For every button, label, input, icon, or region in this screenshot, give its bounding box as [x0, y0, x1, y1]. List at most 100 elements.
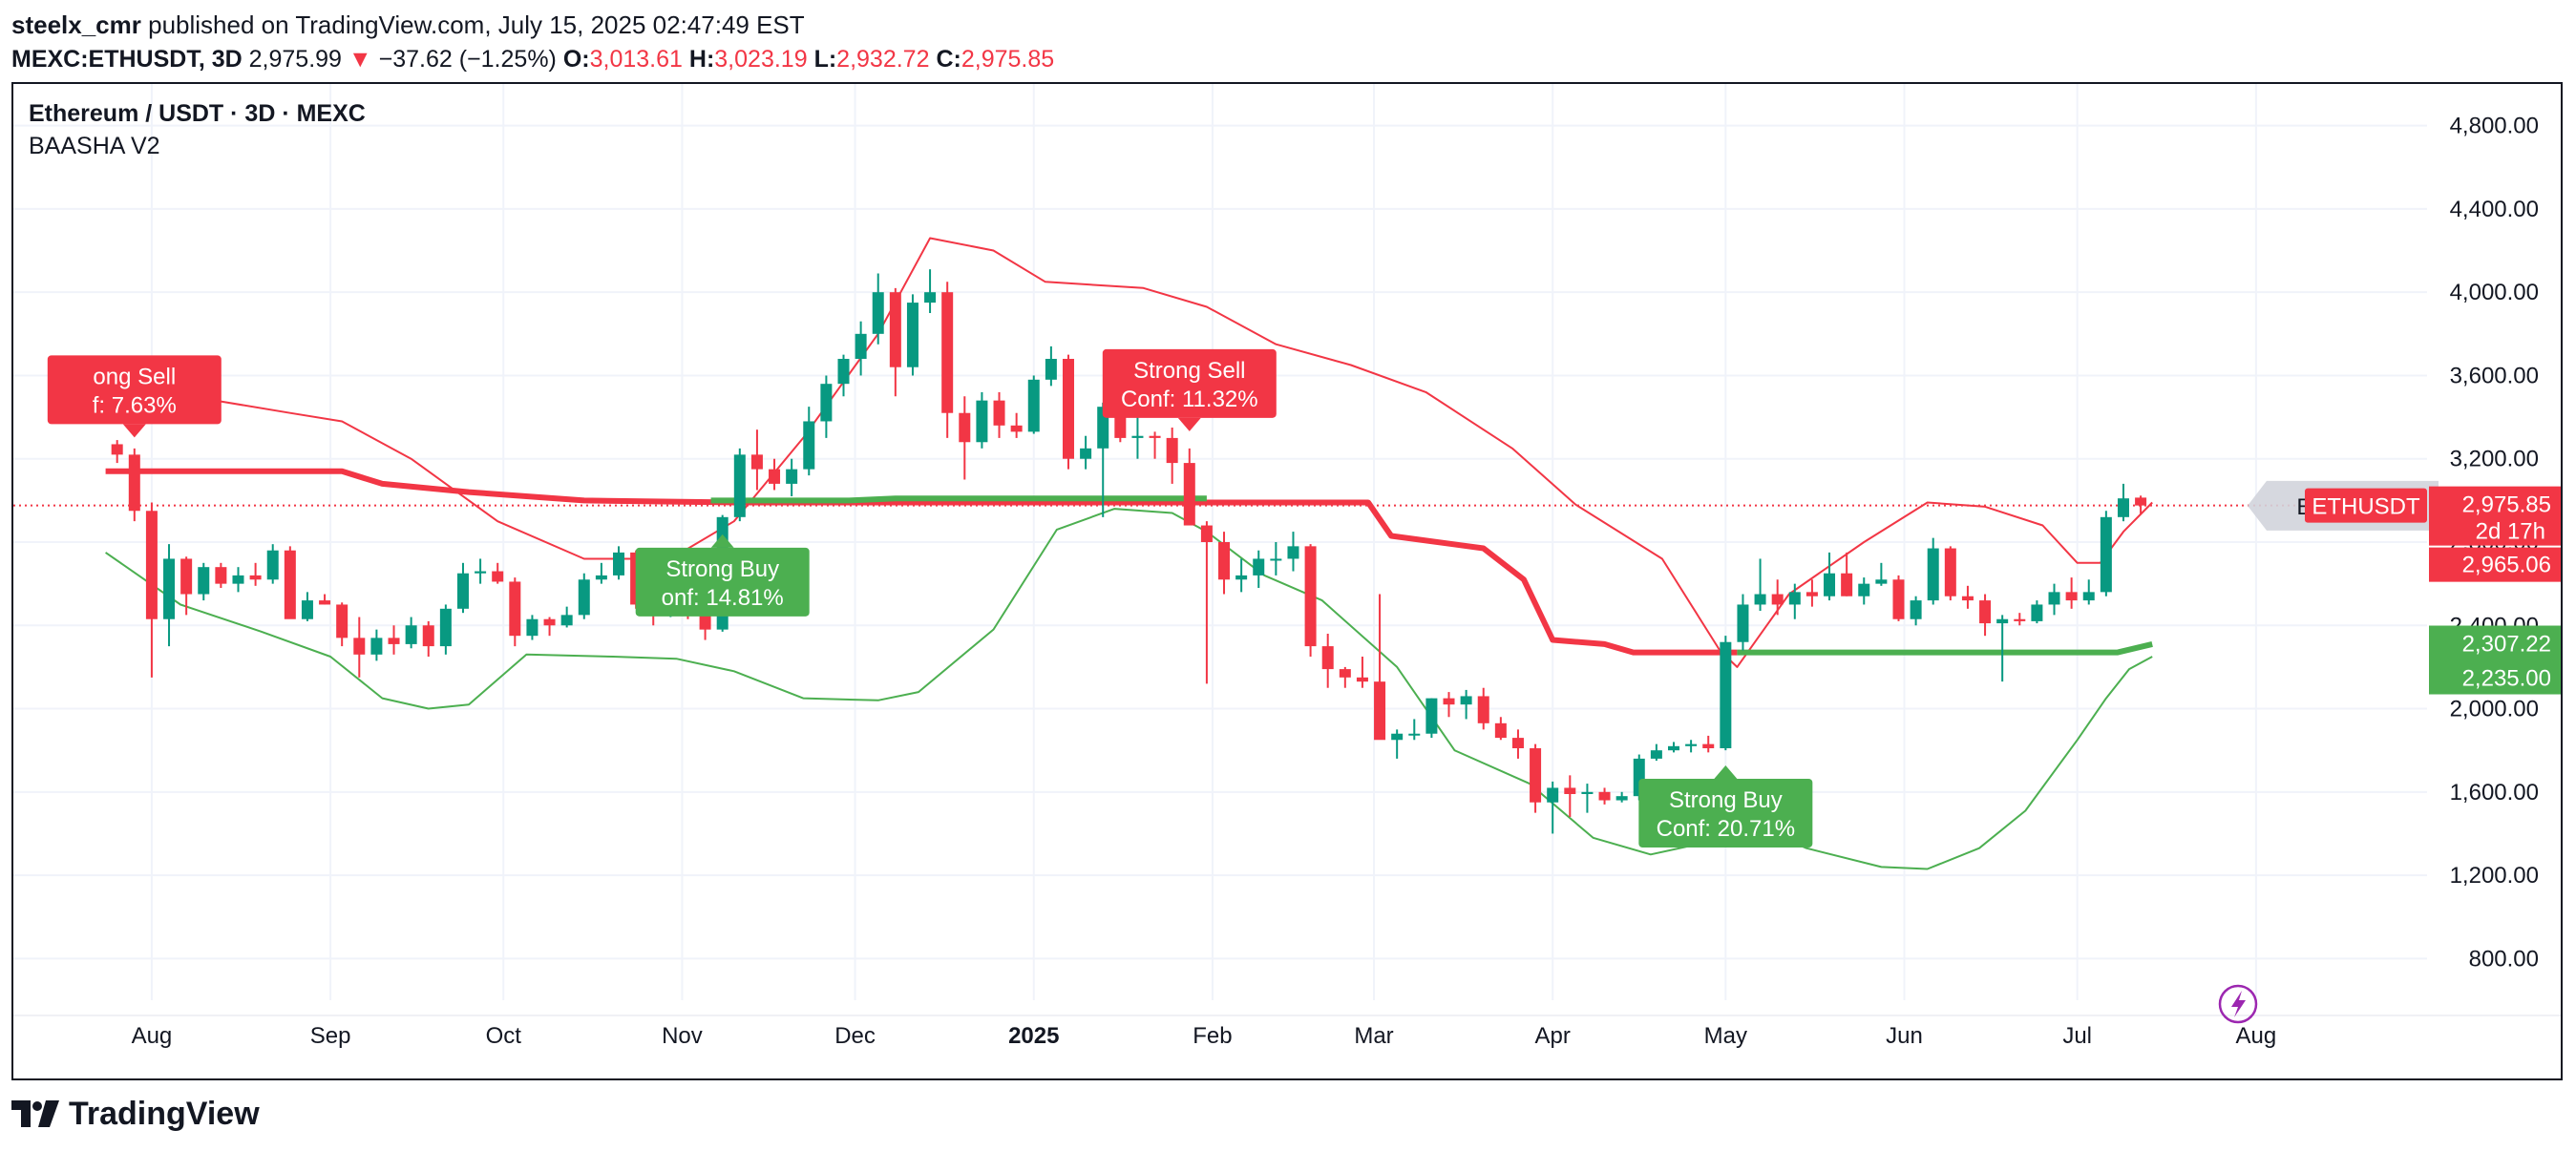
- price-chart[interactable]: 4,800.00 4,400.00 4,000.00 3,600.00 3,200.00…: [13, 84, 2561, 1078]
- trailing-stop-red: [105, 468, 1738, 656]
- symbol-label: MEXC:ETHUSDT, 3D: [11, 46, 243, 73]
- candle-body: [180, 558, 193, 595]
- signal-title: Strong Sell: [1133, 358, 1245, 384]
- x-tick-label: Apr: [1535, 1023, 1571, 1049]
- x-tick-label: Aug: [2236, 1023, 2277, 1049]
- symbol-tag-bg: [2305, 488, 2427, 523]
- candle-body: [1944, 548, 1956, 596]
- tradingview-logo[interactable]: TradingView: [11, 1096, 260, 1133]
- candle-body: [1720, 641, 1732, 748]
- candle-body: [1443, 698, 1455, 705]
- last-price: 2,975.99: [248, 46, 342, 73]
- trailing-stop-green: [710, 495, 1207, 504]
- trailing-stop-green: [1737, 640, 2153, 656]
- candle-body: [475, 571, 487, 574]
- candle-body: [2100, 516, 2112, 593]
- brand-name: TradingView: [69, 1096, 260, 1132]
- candle-body: [1149, 435, 1161, 438]
- y-tick-label: 1,200.00: [2450, 863, 2539, 889]
- candle-body: [2082, 592, 2095, 601]
- candle-body: [1892, 579, 1905, 619]
- candle-body: [284, 550, 296, 619]
- candle-body: [1062, 359, 1074, 459]
- lightning-icon-ring: [2218, 984, 2258, 1024]
- x-tick-label: Jun: [1886, 1023, 1923, 1049]
- symbol-tag-text: ETHUSDT: [2312, 494, 2420, 520]
- candle-body: [1667, 745, 1679, 751]
- candle-body: [1027, 379, 1040, 432]
- candle-body: [1235, 575, 1248, 580]
- x-tick-label: Mar: [1354, 1023, 1393, 1049]
- candle-body: [2065, 592, 2078, 601]
- candle-body: [1304, 546, 1317, 647]
- lightning-bolt: [2231, 991, 2246, 1017]
- signal-pointer: [1177, 417, 1201, 431]
- candle-body: [786, 469, 798, 484]
- candle-body: [1996, 618, 2009, 624]
- strong-buy-label[interactable]: Strong Buy onf: 14.81%: [635, 534, 810, 617]
- x-tick-label: Dec: [834, 1023, 876, 1049]
- y-tick-label: 2,000.00: [2450, 697, 2539, 722]
- low-value: 2,932.72: [836, 46, 930, 73]
- close-label: C:: [936, 46, 961, 73]
- open-value: 3,013.61: [589, 46, 683, 73]
- candle-body: [492, 571, 504, 582]
- publisher-name[interactable]: steelx_cmr: [11, 10, 141, 39]
- lightning-icon[interactable]: [2218, 984, 2258, 1024]
- candle-body: [336, 604, 348, 638]
- candle-body: [699, 615, 711, 630]
- candle-body: [1547, 787, 1559, 803]
- candle-body: [1166, 437, 1178, 464]
- candle-body: [595, 575, 607, 580]
- candle-body: [1460, 696, 1472, 705]
- candle-body: [1737, 604, 1749, 642]
- tradingview-logo-icon: [11, 1099, 59, 1127]
- signal-pointer: [1714, 765, 1738, 779]
- candle-body: [1356, 677, 1368, 682]
- candle-body: [560, 615, 573, 626]
- candle-body: [1910, 600, 1922, 619]
- candle-body: [976, 400, 988, 443]
- indicator-name[interactable]: BAASHA V2: [29, 133, 160, 159]
- candle-body: [1979, 600, 1992, 624]
- lower-band-line: [105, 508, 2153, 870]
- chart-frame[interactable]: 4,800.00 4,400.00 4,000.00 3,600.00 3,200.00…: [11, 82, 2563, 1080]
- high-value: 3,023.19: [714, 46, 808, 73]
- upper-band-line: [105, 237, 2153, 668]
- last-price-tag: 2,975.85: [2462, 492, 2551, 518]
- signal-box: [1638, 779, 1813, 848]
- candle-body: [924, 292, 937, 303]
- candle-body: [1685, 743, 1698, 746]
- candle-body: [837, 359, 850, 385]
- candle-body: [111, 444, 123, 455]
- candle-body: [1391, 733, 1404, 741]
- y-tick-label: 4,400.00: [2450, 197, 2539, 222]
- candle-body: [509, 581, 521, 637]
- candle-body: [1824, 573, 1836, 596]
- candle-body: [820, 384, 833, 422]
- candle-body: [370, 638, 383, 655]
- candle-body: [1754, 594, 1766, 605]
- candle-body: [855, 333, 867, 359]
- candle-body: [439, 608, 452, 647]
- candle-body: [1788, 592, 1801, 605]
- candle-body: [1339, 669, 1351, 678]
- candle-body: [906, 303, 918, 367]
- strong-sell-label[interactable]: Strong Sell Conf: 11.32%: [1102, 348, 1277, 431]
- published-text: published on TradingView.com, July 15, 2…: [148, 10, 805, 39]
- strong-sell-label[interactable]: ong Sell f: 7.63%: [47, 355, 222, 438]
- symbol-title: Ethereum / USDT · 3D · MEXC: [29, 100, 366, 127]
- candle-body: [1287, 546, 1299, 559]
- candle-body: [456, 573, 469, 609]
- candle-body: [2014, 618, 2026, 621]
- y-tick-label: 3,200.00: [2450, 447, 2539, 472]
- strong-buy-label[interactable]: Strong Buy Conf: 20.71%: [1638, 765, 1813, 848]
- candle-body: [803, 421, 815, 470]
- signal-confidence: Conf: 11.32%: [1121, 387, 1258, 412]
- candle-body: [1841, 573, 1853, 596]
- last-price-tag-bg: [2429, 486, 2561, 546]
- upper-band-tag: 2,965.06: [2462, 553, 2551, 578]
- candle-body: [1080, 448, 1092, 459]
- candle-body: [145, 511, 158, 619]
- candle-body: [1564, 787, 1576, 794]
